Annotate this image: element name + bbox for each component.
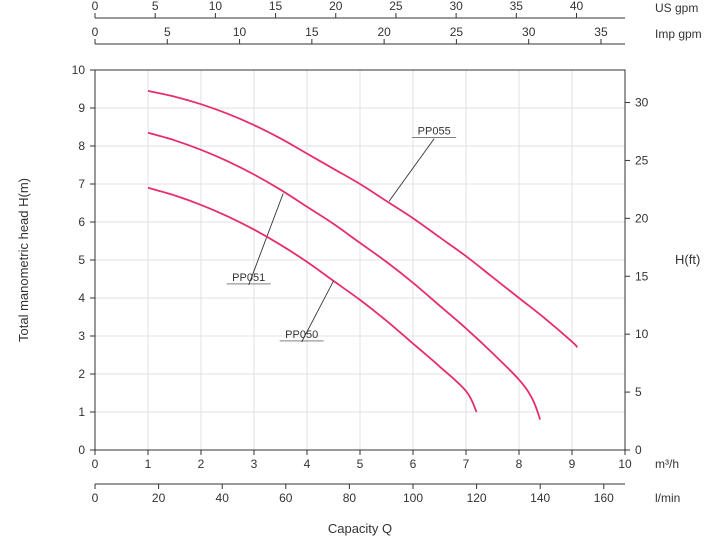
series-label-pp055: PP055 [418, 126, 451, 138]
x-tick-label-lmin: 140 [530, 491, 550, 505]
y-tick-label-ft: 15 [635, 269, 649, 283]
x-tick-label: 3 [251, 457, 258, 471]
y-tick-label: 0 [78, 443, 85, 457]
x-tick-label-top: 30 [449, 0, 463, 13]
x-unit-m3h: m³/h [655, 457, 679, 471]
x-tick-label-top: 10 [209, 0, 223, 13]
x-tick-label-lmin: 120 [467, 491, 487, 505]
x-tick-label-top: 10 [233, 25, 247, 39]
y-tick-label-ft: 25 [635, 153, 649, 167]
x-tick-label-top: 30 [522, 25, 536, 39]
x-tick-label: 10 [618, 457, 632, 471]
y-tick-label: 10 [72, 63, 86, 77]
y-tick-label-ft: 20 [635, 211, 649, 225]
x-tick-label: 1 [145, 457, 152, 471]
x-tick-label-top: 25 [389, 0, 403, 13]
x-tick-label-lmin: 60 [279, 491, 293, 505]
x-unit-lmin: l/min [655, 491, 680, 505]
x-tick-label-top: 15 [269, 0, 283, 13]
x-tick-label-top: 20 [329, 0, 343, 13]
series-label-pp050: PP050 [285, 329, 318, 341]
x-tick-label: 4 [304, 457, 311, 471]
series-label-pp051: PP051 [232, 272, 265, 284]
x-tick-label: 5 [357, 457, 364, 471]
x-tick-label-lmin: 160 [594, 491, 614, 505]
y-tick-label: 9 [78, 101, 85, 115]
x-tick-label: 9 [569, 457, 576, 471]
x-unit-top-1: Imp gpm [655, 27, 702, 41]
x-tick-label: 0 [92, 457, 99, 471]
x-tick-label: 7 [463, 457, 470, 471]
y-axis-label-ft: H(ft) [675, 252, 700, 267]
y-tick-label: 4 [78, 291, 85, 305]
y-tick-label: 7 [78, 177, 85, 191]
x-tick-label-top: 20 [377, 25, 391, 39]
x-tick-label: 8 [516, 457, 523, 471]
x-tick-label-top: 35 [510, 0, 524, 13]
x-tick-label: 2 [198, 457, 205, 471]
y-tick-label: 6 [78, 215, 85, 229]
x-tick-label-lmin: 80 [343, 491, 357, 505]
y-tick-label: 1 [78, 405, 85, 419]
y-tick-label-ft: 0 [635, 443, 642, 457]
x-tick-label-top: 0 [92, 25, 99, 39]
x-unit-top-0: US gpm [655, 1, 698, 15]
x-tick-label-top: 0 [92, 0, 99, 13]
x-tick-label-top: 40 [570, 0, 584, 13]
x-tick-label-lmin: 0 [92, 491, 99, 505]
y-axis-label: Total manometric head H(m) [16, 178, 31, 342]
x-tick-label-lmin: 100 [403, 491, 423, 505]
x-tick-label-top: 15 [305, 25, 319, 39]
y-tick-label-ft: 5 [635, 385, 642, 399]
y-tick-label: 8 [78, 139, 85, 153]
x-tick-label: 6 [410, 457, 417, 471]
pump-chart: 012345678910m³/h020406080100120140160l/m… [0, 0, 723, 543]
chart-svg: 012345678910m³/h020406080100120140160l/m… [0, 0, 723, 543]
y-tick-label: 5 [78, 253, 85, 267]
y-tick-label-ft: 10 [635, 327, 649, 341]
x-tick-label-lmin: 20 [152, 491, 166, 505]
x-tick-label-top: 25 [450, 25, 464, 39]
x-tick-label-top: 35 [594, 25, 608, 39]
y-tick-label-ft: 30 [635, 96, 649, 110]
y-tick-label: 3 [78, 329, 85, 343]
y-tick-label: 2 [78, 367, 85, 381]
x-tick-label-top: 5 [164, 25, 171, 39]
x-tick-label-lmin: 40 [216, 491, 230, 505]
x-axis-label: Capacity Q [328, 521, 392, 536]
x-tick-label-top: 5 [152, 0, 159, 13]
